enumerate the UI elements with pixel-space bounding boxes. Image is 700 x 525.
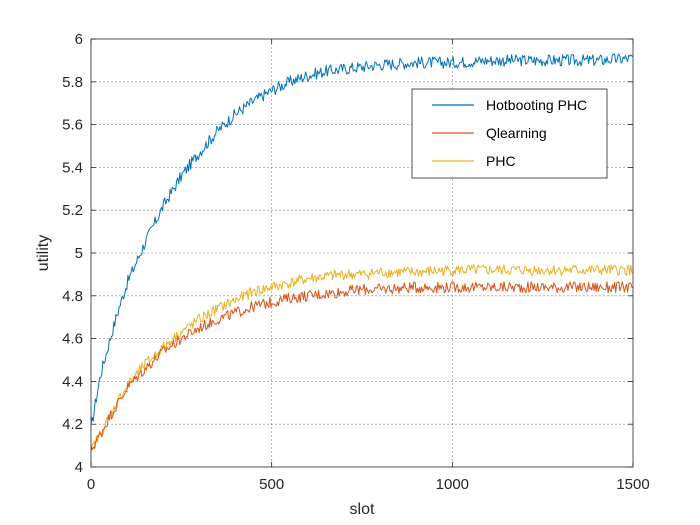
y-tick-label: 5.4 — [62, 159, 83, 176]
y-tick-label: 6 — [75, 31, 83, 48]
x-axis-label: slot — [350, 501, 375, 518]
series-line-0 — [90, 53, 634, 424]
y-tick-label: 4.2 — [62, 416, 83, 433]
legend-entry-label: Hotbooting PHC — [486, 97, 587, 113]
y-tick-label: 4.4 — [62, 373, 83, 390]
y-tick-label: 5.6 — [62, 117, 83, 134]
y-tick-label: 4 — [75, 459, 83, 476]
axis-ticks — [90, 38, 634, 468]
legend: Hotbooting PHC Qlearning PHC — [411, 88, 608, 179]
series-line-2 — [91, 264, 634, 449]
x-tick-label: 1500 — [616, 476, 649, 493]
x-tick-label: 1000 — [436, 476, 469, 493]
y-tick-label: 5.2 — [62, 202, 83, 219]
y-tick-label: 4.6 — [62, 331, 83, 348]
y-tick-label: 4.8 — [62, 288, 83, 305]
series-line-1 — [90, 281, 634, 451]
grid — [91, 39, 633, 467]
tick-labels: 0 500 1000 1500 4 4.2 4.4 4.6 4.8 5 5.2 5.4 5.6 5.8 6 — [62, 31, 650, 493]
legend-entry-label: Qlearning — [486, 125, 547, 141]
legend-entry-label: PHC — [486, 153, 516, 169]
y-tick-label: 5.8 — [62, 74, 83, 91]
series-layer — [90, 53, 634, 451]
x-tick-label: 0 — [87, 476, 95, 493]
y-axis-label: utility — [35, 235, 52, 271]
x-tick-label: 500 — [259, 476, 284, 493]
y-tick-label: 5 — [75, 245, 83, 262]
